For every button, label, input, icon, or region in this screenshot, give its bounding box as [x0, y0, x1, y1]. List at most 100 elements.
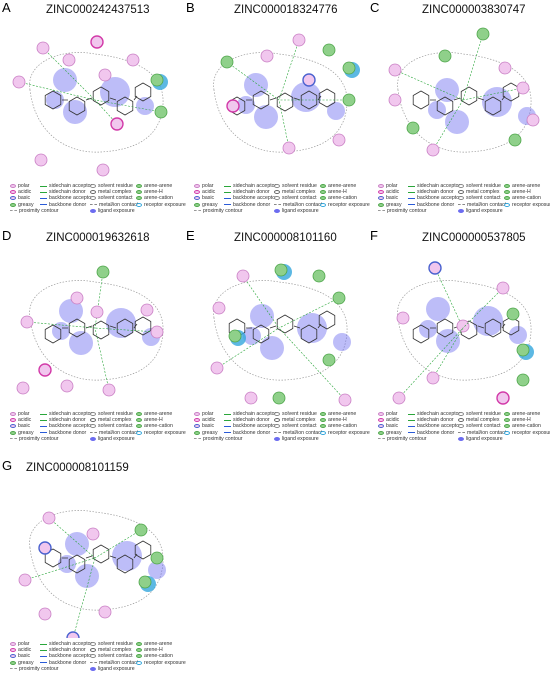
legend-label: receptor exposure — [144, 659, 186, 666]
legend-label: backbone donor — [417, 429, 455, 436]
legend-entry: arene-arene — [320, 411, 370, 417]
residue-disc — [302, 73, 316, 87]
residue-disc — [212, 301, 226, 315]
legend-label: sidechain acceptor — [233, 183, 277, 189]
legend-label: solvent contact — [466, 195, 501, 202]
legend-entry: arene-H — [504, 189, 550, 195]
ligand-exposure-blob — [46, 91, 64, 109]
legend: polar acidic basic greasy proximity contour s… — [378, 411, 550, 445]
legend-swatch — [10, 210, 17, 212]
legend-swatch — [40, 185, 47, 187]
legend-swatch — [10, 418, 16, 423]
legend-entry: arene-cation — [504, 423, 550, 429]
ligand-ring — [134, 316, 152, 336]
ligand-exposure-blob — [333, 333, 351, 351]
interaction-line — [462, 33, 484, 101]
legend-entry: backbone donor — [40, 660, 93, 666]
residue-disc — [292, 33, 306, 47]
residue-disc — [526, 113, 540, 127]
legend-entry: receptor exposure — [504, 430, 550, 436]
legend-entry: solvent contact — [274, 423, 322, 429]
residue-disc — [16, 381, 30, 395]
legend-swatch — [458, 424, 464, 429]
legend-entry: basic — [194, 195, 243, 201]
legend-column: arene-arene arene-H arene-cation receptor e… — [136, 183, 186, 208]
legend-swatch — [224, 204, 231, 206]
residue-disc — [428, 261, 442, 275]
legend-label: receptor exposure — [328, 429, 370, 436]
panel-letter: C — [370, 0, 380, 15]
interaction-line — [226, 61, 280, 101]
legend-swatch — [40, 197, 47, 199]
panel-c: C ZINC000003830747 polar acidic basic greasy p… — [370, 0, 550, 225]
panel-d: D ZINC000019632618 polar acidic basic greasy p… — [2, 228, 186, 453]
legend-entry: solvent contact — [458, 423, 506, 429]
legend-label: polar — [18, 183, 30, 189]
residue-disc — [338, 393, 352, 407]
ligand-ring — [276, 92, 294, 112]
legend-label: ligand exposure — [98, 665, 135, 672]
legend-label: greasy — [18, 201, 34, 208]
legend-entry: arene-H — [504, 417, 550, 423]
legend-column: polar acidic basic greasy proximity contour — [378, 183, 427, 214]
residue-disc — [406, 121, 420, 135]
legend-swatch — [408, 419, 415, 421]
interaction-line — [94, 529, 142, 559]
residue-disc — [516, 343, 530, 357]
legend-label: arene-arene — [144, 183, 173, 189]
legend-label: proximity contour — [203, 207, 243, 214]
legend-swatch — [90, 184, 96, 189]
interaction-line — [216, 327, 280, 369]
legend-entry: polar — [194, 183, 243, 189]
legend-column: arene-arene arene-H arene-cation receptor e… — [320, 183, 370, 208]
panel-title: ZINC000008101160 — [234, 232, 337, 244]
residue-disc — [12, 75, 26, 89]
legend-entry: sidechain acceptor — [408, 183, 461, 189]
legend-column: solvent residue metal complex solvent cont… — [458, 183, 506, 214]
legend-entry: metal/ion contact — [274, 430, 322, 436]
interaction-line — [18, 81, 96, 101]
proximity-contour — [29, 52, 164, 153]
legend-label: backbone donor — [233, 429, 271, 436]
legend-label: basic — [386, 195, 399, 202]
legend-swatch — [136, 196, 142, 201]
legend-entry: greasy — [194, 202, 243, 208]
legend-label: backbone donor — [417, 201, 455, 208]
legend-swatch — [90, 436, 96, 441]
legend-label: basic — [202, 423, 215, 430]
ligand-exposure-blob — [426, 297, 450, 321]
ligand-exposure-blob — [69, 331, 93, 355]
legend-entry: metal complex — [90, 189, 138, 195]
legend-label: acidic — [202, 417, 216, 424]
legend-entry: backbone donor — [408, 202, 461, 208]
panel-title: ZINC000018324776 — [234, 4, 338, 16]
legend-label: backbone acceptor — [49, 653, 93, 660]
legend-entry: receptor exposure — [136, 202, 186, 208]
legend-column: polar acidic basic greasy proximity contour — [378, 411, 427, 442]
legend-entry: metal complex — [90, 417, 138, 423]
legend-entry: proximity contour — [10, 436, 59, 442]
legend-swatch — [378, 184, 384, 189]
ligand-ring — [460, 86, 478, 106]
legend-swatch — [136, 190, 142, 195]
ligand-ring — [134, 540, 152, 560]
legend-entry: arene-arene — [136, 411, 186, 417]
legend-column: solvent residue metal complex solvent cont… — [90, 411, 138, 442]
legend-swatch — [408, 413, 415, 415]
ligand-exposure-blob — [291, 82, 321, 112]
legend-swatch — [136, 648, 142, 653]
legend-label: arene-arene — [512, 183, 541, 189]
residue-disc — [392, 391, 406, 405]
legend-entry: sidechain acceptor — [408, 411, 461, 417]
ligand-exposure-blob — [445, 110, 469, 134]
legend-column: sidechain acceptor sidechain donor backbon… — [224, 183, 277, 208]
legend-label: greasy — [18, 429, 34, 436]
legend: polar acidic basic greasy proximity contour s… — [378, 183, 550, 217]
legend-label: greasy — [386, 429, 402, 436]
legend-entry: proximity contour — [10, 208, 59, 214]
legend-column: sidechain acceptor sidechain donor backbon… — [408, 411, 461, 436]
legend-entry: backbone acceptor — [408, 195, 461, 201]
residue-disc — [426, 371, 440, 385]
legend-swatch — [378, 202, 384, 207]
residue-disc — [70, 291, 84, 305]
